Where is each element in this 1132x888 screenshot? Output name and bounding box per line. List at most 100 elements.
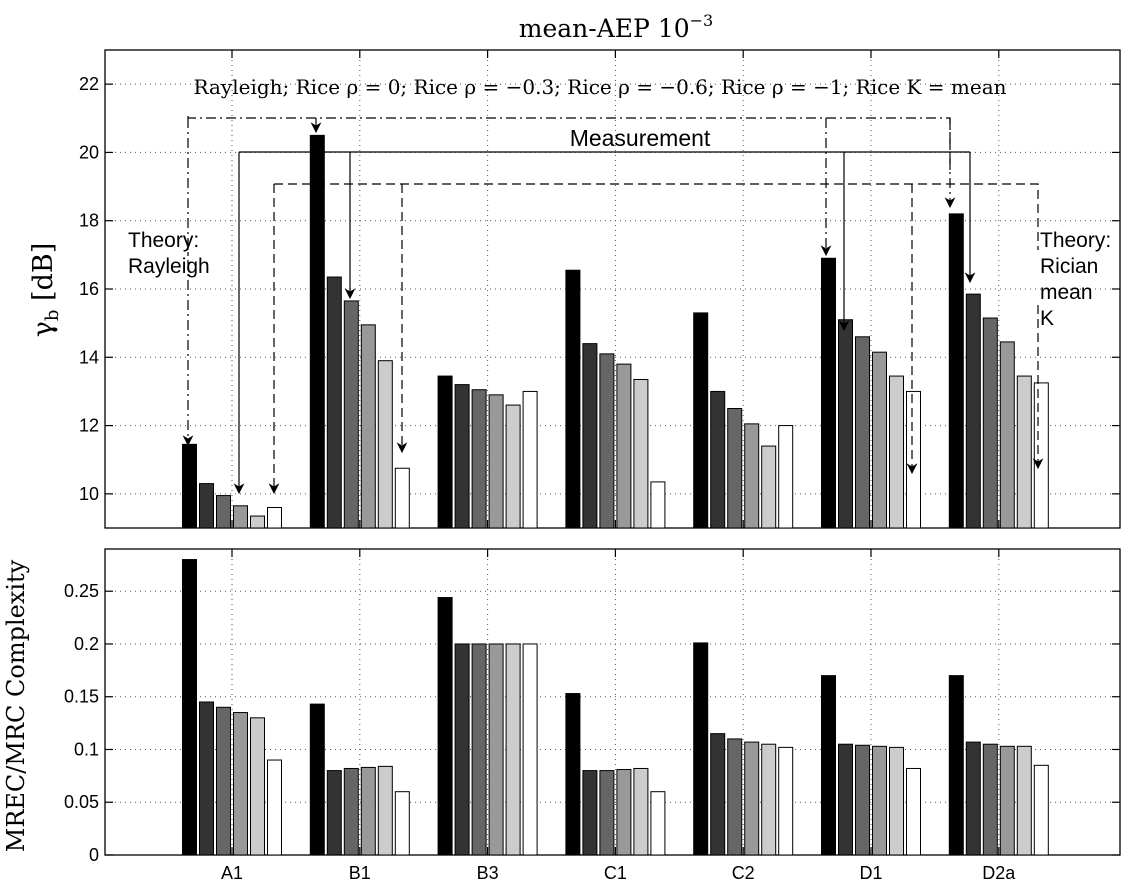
x-tick-label-D1: D1 — [859, 863, 882, 883]
top-bar-C2-s0 — [693, 312, 709, 529]
top-bar-D2a-s1 — [965, 293, 981, 529]
bottom-bar-D1-s5 — [906, 767, 921, 856]
bottom-y-label: MREC/MRC Complexity — [2, 559, 30, 852]
bottom-bar-A1-s5 — [267, 759, 282, 856]
top-bar-D1-s0 — [821, 257, 836, 529]
bottom-bar-D2a-s1 — [965, 741, 981, 856]
bottom-bar-B3-s5 — [522, 643, 538, 856]
top-bar-B1-s1 — [326, 276, 342, 529]
bottom-ytick-label: 0.2 — [74, 634, 99, 654]
bottom-bar-A1-s0 — [182, 559, 197, 856]
bottom-bar-B1-s1 — [326, 770, 342, 856]
top-bar-C1-s2 — [599, 353, 615, 529]
measurement-label: Measurement — [570, 125, 711, 151]
legend-line: Rayleigh; Rice ρ = 0; Rice ρ = −0.3; Ric… — [193, 75, 1006, 99]
top-ytick-label: 20 — [79, 142, 99, 162]
top-y-label: γb [dB] — [28, 243, 63, 337]
bottom-bar-C2-s2 — [727, 738, 743, 856]
bottom-bar-B3-s0 — [437, 597, 453, 856]
bottom-bar-A1-s4 — [250, 717, 265, 856]
top-bar-D2a-s5 — [1033, 382, 1049, 529]
bottom-bar-D1-s0 — [821, 675, 836, 856]
bottom-bar-D1-s4 — [889, 746, 904, 856]
bottom-bar-C1-s4 — [633, 767, 649, 856]
bottom-bar-B1-s5 — [394, 791, 410, 856]
top-bar-B1-s0 — [309, 134, 325, 529]
bottom-bar-D2a-s3 — [999, 745, 1015, 856]
x-tick-labels: A1 B1 B3 C1 C2 D1 D2a — [221, 863, 1016, 883]
top-bar-B3-s4 — [505, 404, 521, 529]
top-bar-D1-s5 — [906, 390, 921, 529]
top-ytick-label: 14 — [79, 347, 99, 367]
top-bar-D2a-s2 — [982, 317, 998, 529]
top-bar-D2a-s3 — [999, 341, 1015, 529]
top-bar-A1-s0 — [182, 443, 197, 529]
theory-rayleigh-label: Theory: Rayleigh — [128, 229, 210, 278]
top-bar-D2a-s4 — [1016, 375, 1032, 529]
bottom-bar-B3-s2 — [471, 643, 487, 856]
top-bar-D1-s1 — [838, 319, 853, 529]
bottom-bar-D1-s2 — [855, 744, 870, 856]
measurement-connectors — [182, 116, 1044, 495]
x-tick-label-A1: A1 — [221, 863, 243, 883]
top-bar-C2-s2 — [727, 408, 743, 529]
top-ytick-label: 12 — [79, 416, 99, 436]
top-bar-C2-s5 — [778, 425, 794, 529]
top-ytick-label: 22 — [79, 74, 99, 94]
top-bar-A1-s4 — [250, 515, 265, 529]
x-tick-label-B1: B1 — [349, 863, 371, 883]
bottom-ytick-label: 0.05 — [64, 792, 99, 812]
top-bar-A1-s1 — [199, 483, 214, 529]
bottom-bar-B3-s3 — [488, 643, 504, 856]
bottom-bar-C1-s0 — [565, 693, 581, 856]
bottom-ytick-label: 0 — [89, 845, 99, 865]
bottom-bar-D1-s1 — [838, 743, 853, 856]
top-ytick-label: 16 — [79, 279, 99, 299]
top-bar-B1-s3 — [360, 324, 376, 529]
top-bar-C1-s4 — [633, 378, 649, 529]
bottom-bar-C1-s5 — [650, 791, 666, 856]
bottom-bar-B3-s1 — [454, 643, 470, 856]
bottom-bar-B1-s3 — [360, 766, 376, 856]
theory-rician-label: Theory: Rician mean K — [1040, 229, 1117, 330]
bottom-y-ticks: 0 0.05 0.1 0.15 0.2 0.25 — [64, 581, 1120, 865]
top-bar-B3-s3 — [488, 394, 504, 529]
bottom-bar-A1-s1 — [199, 701, 214, 856]
chart-title: mean-AEP 10−3 — [519, 11, 713, 43]
bottom-bars — [182, 559, 1049, 856]
bottom-bar-C1-s2 — [599, 770, 615, 856]
bottom-bar-D2a-s0 — [948, 675, 964, 856]
top-bar-C2-s4 — [761, 445, 777, 529]
top-bar-D1-s3 — [872, 351, 887, 529]
bottom-bar-A1-s3 — [233, 712, 248, 856]
bottom-bar-D1-s3 — [872, 745, 887, 856]
top-bar-B1-s5 — [394, 467, 410, 529]
top-bar-D1-s2 — [855, 336, 870, 529]
bottom-bar-C2-s4 — [761, 743, 777, 856]
top-bar-B3-s5 — [522, 390, 538, 529]
top-bar-C2-s3 — [744, 423, 760, 529]
top-ytick-label: 10 — [79, 484, 99, 504]
top-bar-B1-s4 — [377, 360, 393, 529]
top-bar-B3-s2 — [471, 389, 487, 529]
top-y-ticks: 10 12 14 16 18 20 22 — [79, 74, 1120, 504]
bottom-bar-B1-s0 — [309, 703, 325, 856]
top-bar-B1-s2 — [343, 300, 359, 529]
bottom-bar-B3-s4 — [505, 643, 521, 856]
bottom-bar-D2a-s2 — [982, 743, 998, 856]
top-bar-A1-s3 — [233, 505, 248, 529]
bottom-ytick-label: 0.15 — [64, 687, 99, 707]
bottom-bar-A1-s2 — [216, 706, 231, 856]
bottom-bar-C2-s3 — [744, 741, 760, 856]
x-tick-label-C1: C1 — [604, 863, 627, 883]
bottom-bar-C2-s5 — [778, 746, 794, 856]
top-bar-C1-s3 — [616, 363, 632, 529]
bottom-bar-D2a-s4 — [1016, 745, 1032, 856]
bottom-bar-D2a-s5 — [1033, 764, 1049, 856]
x-tick-label-B3: B3 — [477, 863, 499, 883]
top-bar-C2-s1 — [710, 390, 726, 529]
bottom-ytick-label: 0.25 — [64, 581, 99, 601]
x-tick-label-C2: C2 — [732, 863, 755, 883]
top-bar-A1-s5 — [267, 507, 282, 529]
top-bar-B3-s1 — [454, 384, 470, 529]
